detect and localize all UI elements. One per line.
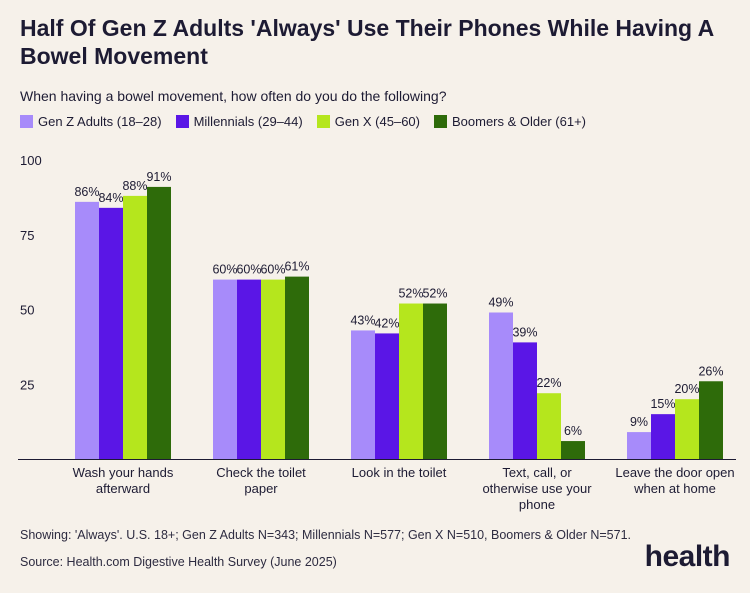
bar xyxy=(75,201,99,460)
legend-label: Gen Z Adults (18–28) xyxy=(38,114,162,129)
bar xyxy=(651,414,675,459)
data-label: 49% xyxy=(488,295,513,309)
category-label: otherwise use your xyxy=(482,481,592,496)
bar xyxy=(627,432,651,459)
bar xyxy=(261,279,285,459)
legend-label: Gen X (45–60) xyxy=(334,114,420,129)
data-label: 26% xyxy=(698,364,723,378)
data-label: 52% xyxy=(422,287,447,301)
category-label: Text, call, or xyxy=(502,465,572,480)
legend-item-gen-z: Gen Z Adults (18–28) xyxy=(20,114,162,129)
category-label: Look in the toilet xyxy=(352,465,447,480)
bar xyxy=(147,186,171,459)
chart-subtitle: When having a bowel movement, how often … xyxy=(20,88,447,104)
data-label: 88% xyxy=(122,179,147,193)
data-label: 9% xyxy=(630,415,648,429)
legend-swatch xyxy=(433,115,447,128)
footnote: Showing: 'Always'. U.S. 18+; Gen Z Adult… xyxy=(20,528,631,542)
data-label: 61% xyxy=(284,260,309,274)
bar xyxy=(561,441,585,459)
legend-swatch xyxy=(175,115,189,128)
legend-item-boomers: Boomers & Older (61+) xyxy=(433,114,587,129)
data-label: 20% xyxy=(674,382,699,396)
y-tick-label: 100 xyxy=(20,153,42,168)
bar xyxy=(123,195,147,459)
legend-label: Millennials (29–44) xyxy=(193,114,303,129)
data-label: 86% xyxy=(74,185,99,199)
bar xyxy=(489,312,513,459)
bar xyxy=(99,207,123,459)
category-label: when at home xyxy=(633,481,716,496)
bar xyxy=(351,330,375,459)
bar-chart: 25 50 75 100 86%84%88%91% Wash your handsafte… xyxy=(18,153,736,512)
bar xyxy=(423,303,447,459)
y-tick-label: 75 xyxy=(20,228,34,243)
bar xyxy=(375,333,399,459)
legend-swatch xyxy=(316,115,330,128)
y-tick-label: 50 xyxy=(20,303,34,318)
health-logo: health xyxy=(644,540,731,573)
legend-label: Boomers & Older (61+) xyxy=(451,114,587,129)
category-label: Check the toilet xyxy=(216,465,306,480)
bar xyxy=(213,279,237,459)
data-label: 42% xyxy=(374,316,399,330)
chart-title: Half Of Gen Z Adults 'Always' Use Their … xyxy=(20,15,714,69)
category-label: afterward xyxy=(96,481,150,496)
data-label: 43% xyxy=(350,313,375,327)
legend-item-millennials: Millennials (29–44) xyxy=(175,114,303,129)
data-label: 60% xyxy=(236,263,261,277)
category-label: Wash your hands xyxy=(73,465,174,480)
data-label: 6% xyxy=(564,424,582,438)
bar xyxy=(399,303,423,459)
legend-swatch xyxy=(20,115,33,128)
data-label: 84% xyxy=(98,191,123,205)
bar xyxy=(675,399,699,459)
source-note: Source: Health.com Digestive Health Surv… xyxy=(20,555,337,569)
bar xyxy=(537,393,561,459)
data-label: 52% xyxy=(398,287,423,301)
data-label: 15% xyxy=(650,397,675,411)
y-tick-label: 25 xyxy=(20,377,34,392)
data-label: 22% xyxy=(536,376,561,390)
bar xyxy=(513,342,537,459)
bar xyxy=(285,276,309,459)
category-label: paper xyxy=(244,481,278,496)
bar xyxy=(237,279,261,459)
data-label: 91% xyxy=(146,170,171,184)
legend: Gen Z Adults (18–28) Millennials (29–44)… xyxy=(20,114,586,129)
data-label: 60% xyxy=(260,263,285,277)
legend-item-gen-x: Gen X (45–60) xyxy=(316,114,420,129)
category-label: phone xyxy=(519,497,555,512)
data-label: 60% xyxy=(212,263,237,277)
category-label: Leave the door open xyxy=(615,465,734,480)
bar xyxy=(699,381,723,459)
data-label: 39% xyxy=(512,325,537,339)
